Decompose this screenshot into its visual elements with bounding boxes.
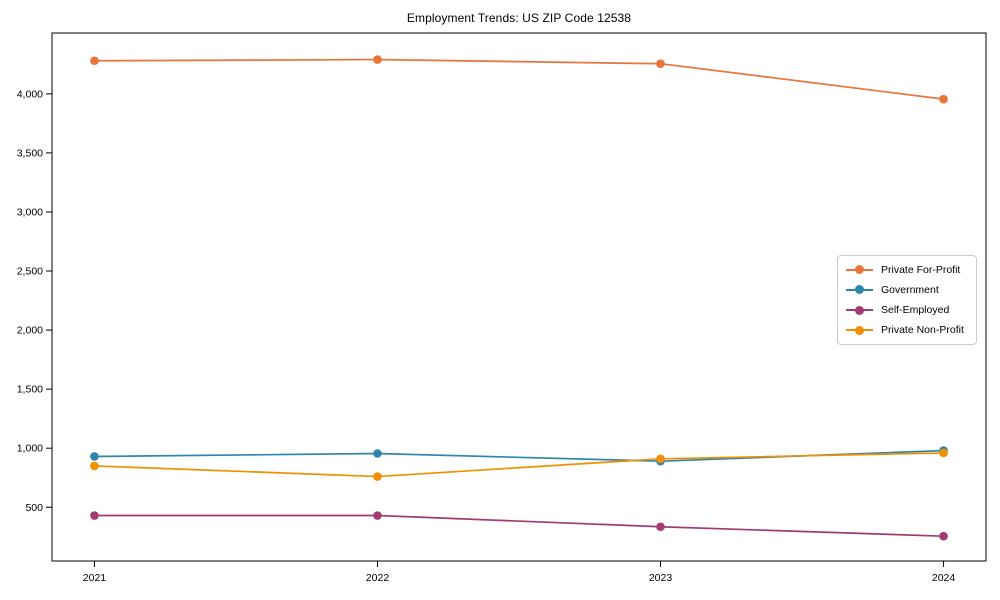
chart-title: Employment Trends: US ZIP Code 12538 [406,11,632,25]
y-tick-label: 3,000 [17,206,43,218]
legend-line-dot-icon [846,285,873,295]
legend-line-dot-icon [846,305,873,315]
legend: Private For-Profit Government Self-Employe… [837,255,977,345]
y-tick-label: 4,000 [17,88,43,100]
legend-item-self-employed: Self-Employed [846,301,968,320]
series-line-private-non-profit [93,452,945,478]
legend-label: Government [881,283,939,296]
data-point-private-for-profit [90,56,99,66]
legend-dot-swatch [855,305,864,315]
y-tick-label: 3,500 [17,147,43,159]
data-point-self-employed [939,531,948,541]
y-tick-label: 2,000 [17,325,43,337]
data-point-self-employed [656,522,665,532]
x-tick-label: 2022 [366,572,390,584]
data-point-private-non-profit [373,472,382,481]
legend-item-private-for-profit: Private For-Profit [846,260,968,279]
y-tick-label: 1,000 [17,443,43,455]
data-point-private-non-profit [939,448,948,458]
x-tick-label: 2021 [83,572,107,584]
series-line-private-for-profit [93,58,945,100]
legend-label: Private Non-Profit [881,324,964,337]
legend-label: Self-Employed [881,304,950,317]
legend-dot-swatch [855,285,864,295]
series-line-self-employed [93,514,945,538]
legend-dot-swatch [855,265,864,275]
y-tick-label: 500 [25,502,43,514]
data-point-private-for-profit [939,94,948,104]
x-tick-label: 2023 [649,572,673,584]
data-point-government [90,452,99,461]
x-tick-label: 2024 [932,572,956,584]
data-point-self-employed [90,511,99,520]
data-point-private-for-profit [656,59,665,69]
data-point-private-non-profit [90,461,99,471]
legend-dot-swatch [855,325,864,335]
legend-line-dot-icon [846,265,873,275]
data-point-private-non-profit [656,454,665,464]
legend-label: Private For-Profit [881,263,961,276]
legend-item-private-non-profit: Private Non-Profit [846,321,968,340]
data-point-self-employed [373,511,382,520]
y-tick-label: 2,500 [17,266,43,278]
data-point-government [373,449,382,458]
data-point-private-for-profit [373,55,382,64]
axes-frame [51,32,987,562]
legend-line-dot-icon [846,325,873,335]
legend-item-government: Government [846,280,968,299]
y-tick-label: 1,500 [17,384,43,396]
